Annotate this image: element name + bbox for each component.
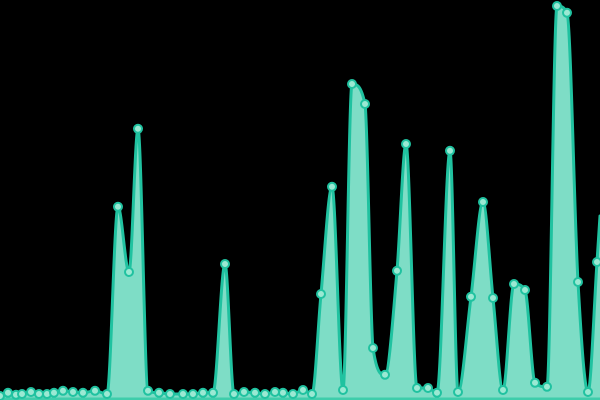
data-point-marker <box>133 123 143 134</box>
data-point-marker <box>592 257 600 267</box>
data-point-marker <box>368 343 378 353</box>
data-point-marker <box>530 377 540 388</box>
data-point-marker <box>298 385 308 395</box>
area-fill <box>0 6 600 400</box>
data-point-marker <box>542 381 552 392</box>
data-point-marker <box>143 385 153 396</box>
data-point-marker <box>165 389 175 399</box>
data-point-marker <box>34 389 44 399</box>
data-point-marker <box>113 201 123 212</box>
data-point-marker <box>562 7 572 18</box>
data-point-marker <box>478 197 488 207</box>
data-point-marker <box>68 387 78 397</box>
data-point-marker <box>49 387 59 398</box>
data-point-marker <box>573 277 583 287</box>
data-point-marker <box>78 387 88 398</box>
data-point-marker <box>432 387 442 398</box>
data-point-marker <box>102 389 112 399</box>
data-point-marker <box>453 387 463 397</box>
data-point-marker <box>360 99 370 109</box>
data-point-marker <box>178 389 188 399</box>
data-point-marker <box>488 293 498 303</box>
data-point-marker <box>520 285 530 295</box>
data-point-marker <box>0 391 5 400</box>
data-point-marker <box>307 389 317 399</box>
data-point-marker <box>124 267 134 277</box>
data-point-marker <box>198 387 208 398</box>
baseline-axis <box>0 397 600 400</box>
data-point-marker <box>583 387 593 397</box>
data-point-marker <box>26 387 36 397</box>
data-point-marker <box>208 387 218 398</box>
data-point-marker <box>288 389 298 399</box>
data-point-marker <box>509 279 519 289</box>
data-point-marker <box>278 387 288 398</box>
data-point-marker <box>392 265 402 276</box>
data-point-marker <box>412 383 422 393</box>
data-point-marker <box>423 383 433 393</box>
data-point-marker <box>90 385 100 396</box>
data-point-marker <box>260 389 270 399</box>
data-point-marker <box>239 387 249 397</box>
data-point-marker <box>347 79 357 89</box>
data-point-marker <box>498 385 508 395</box>
data-point-marker <box>188 389 198 399</box>
data-point-marker <box>401 139 411 149</box>
data-point-marker <box>58 385 68 396</box>
data-point-marker <box>250 387 260 398</box>
data-point-marker <box>3 387 13 398</box>
data-point-marker <box>220 259 230 269</box>
data-point-marker <box>17 389 27 399</box>
data-point-marker <box>380 369 390 380</box>
data-point-marker <box>229 389 239 399</box>
data-point-marker <box>338 385 348 395</box>
data-point-marker <box>445 145 455 156</box>
data-point-marker <box>154 387 164 398</box>
data-point-marker <box>552 1 562 11</box>
data-point-marker <box>466 291 476 302</box>
data-point-marker <box>327 181 337 192</box>
data-point-marker <box>270 387 280 397</box>
data-point-marker <box>316 289 326 299</box>
